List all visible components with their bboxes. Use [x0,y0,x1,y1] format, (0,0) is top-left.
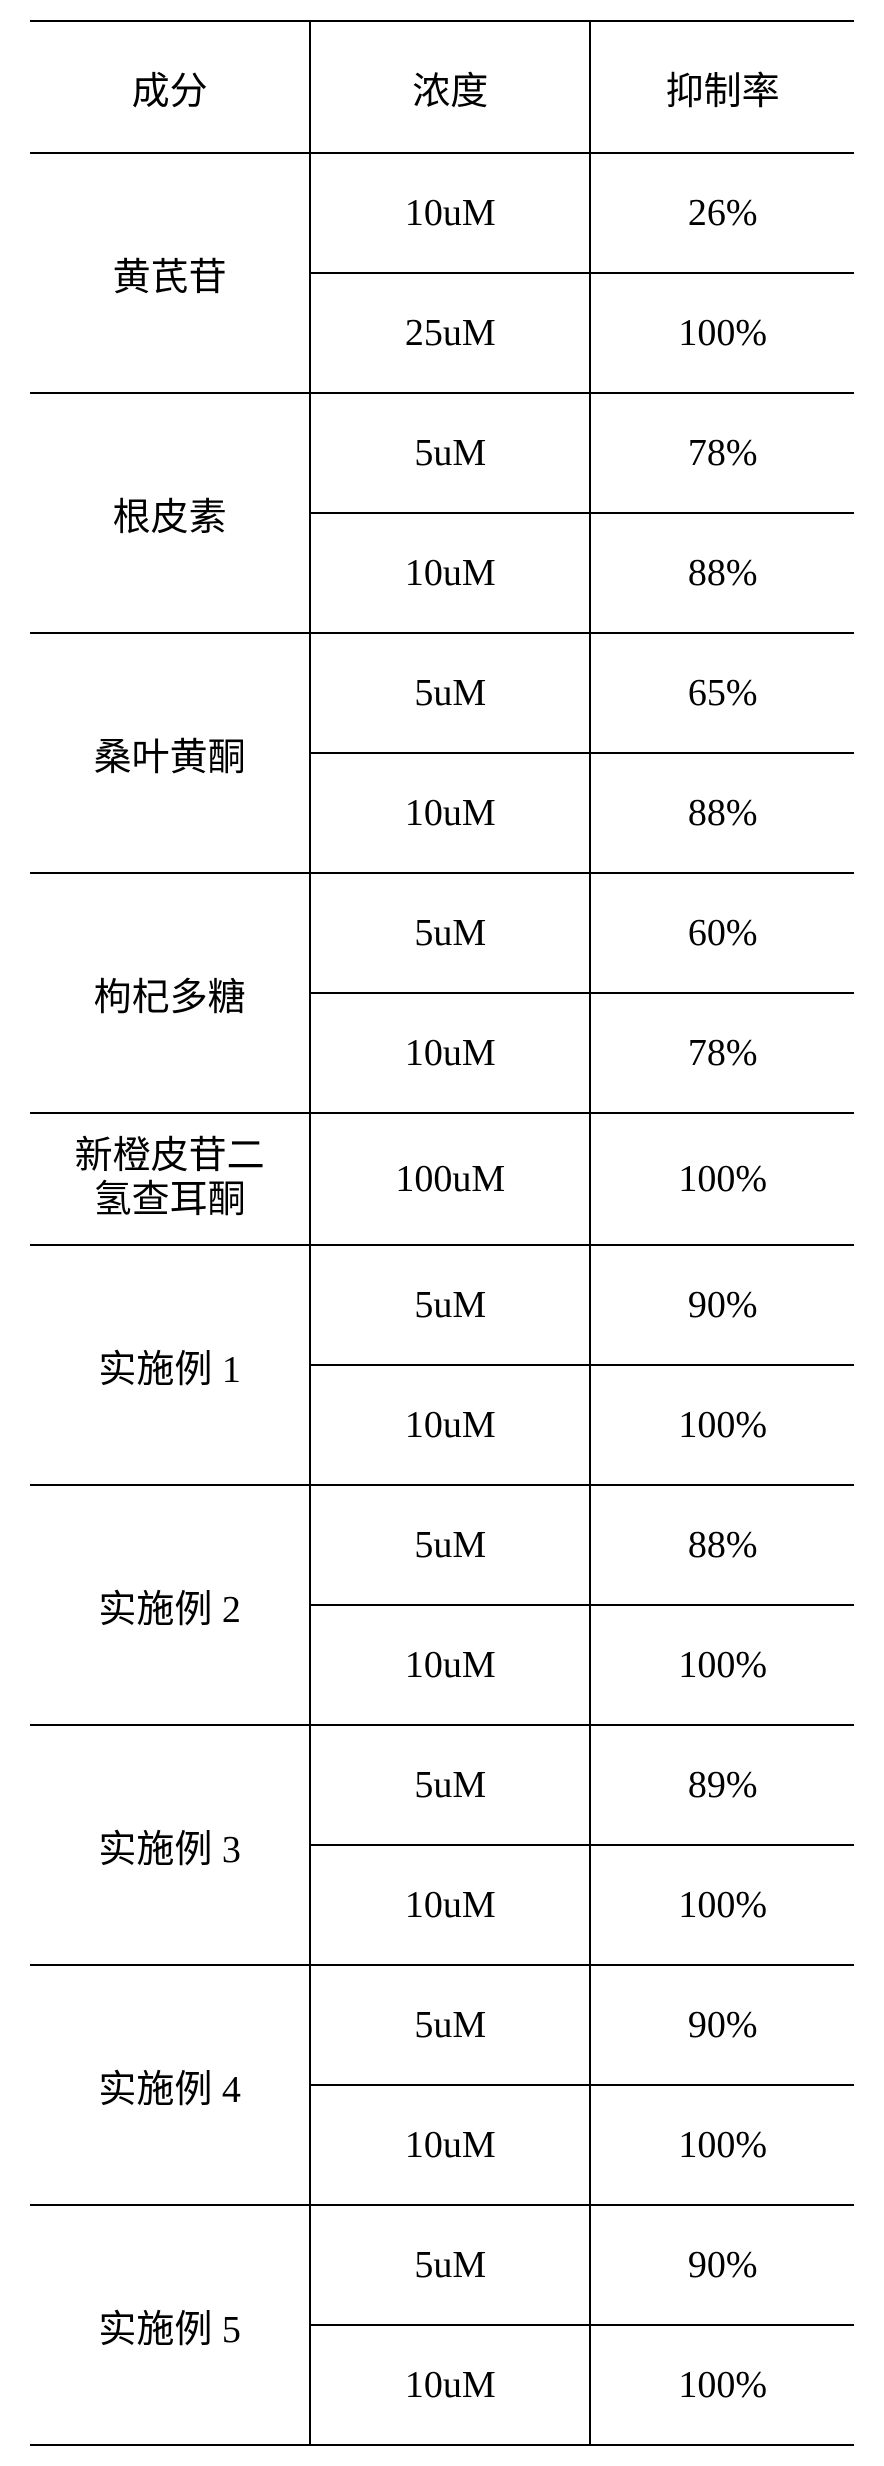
inhibition-rate-cell: 89% [590,1725,854,1845]
concentration-cell: 10uM [310,2085,590,2205]
concentration-cell: 10uM [310,1845,590,1965]
concentration-cell: 5uM [310,633,590,753]
inhibition-rate-cell: 26% [590,153,854,273]
table-row: 黄芪苷10uM26% [30,153,854,273]
concentration-cell: 5uM [310,1725,590,1845]
table-row: 实施例 45uM90% [30,1965,854,2085]
concentration-cell: 10uM [310,2325,590,2445]
component-name-cell: 根皮素 [30,393,310,633]
concentration-cell: 5uM [310,2205,590,2325]
concentration-cell: 5uM [310,1245,590,1365]
table-row: 实施例 55uM90% [30,2205,854,2325]
concentration-cell: 5uM [310,1965,590,2085]
concentration-cell: 10uM [310,1605,590,1725]
table-row: 枸杞多糖5uM60% [30,873,854,993]
inhibition-rate-cell: 100% [590,2085,854,2205]
inhibition-rate-cell: 60% [590,873,854,993]
concentration-cell: 5uM [310,393,590,513]
table-row: 根皮素5uM78% [30,393,854,513]
inhibition-rate-cell: 90% [590,1965,854,2085]
inhibition-rate-cell: 100% [590,1365,854,1485]
inhibition-rate-cell: 65% [590,633,854,753]
inhibition-rate-cell: 88% [590,1485,854,1605]
inhibition-rate-cell: 88% [590,513,854,633]
component-name-cell: 实施例 5 [30,2205,310,2445]
component-name-cell: 枸杞多糖 [30,873,310,1113]
concentration-cell: 10uM [310,993,590,1113]
component-name-cell: 实施例 4 [30,1965,310,2205]
concentration-cell: 10uM [310,753,590,873]
concentration-cell: 5uM [310,1485,590,1605]
concentration-cell: 10uM [310,1365,590,1485]
component-name-cell: 实施例 3 [30,1725,310,1965]
component-name-cell: 新橙皮苷二氢查耳酮 [30,1113,310,1245]
component-name-cell: 实施例 2 [30,1485,310,1725]
data-table: 成分 浓度 抑制率 黄芪苷10uM26%25uM100%根皮素5uM78%10u… [30,20,854,2446]
inhibition-rate-cell: 90% [590,1245,854,1365]
table-body: 黄芪苷10uM26%25uM100%根皮素5uM78%10uM88%桑叶黄酮5u… [30,153,854,2445]
inhibition-rate-cell: 100% [590,273,854,393]
col-header-component: 成分 [30,21,310,153]
inhibition-rate-cell: 100% [590,1113,854,1245]
concentration-cell: 5uM [310,873,590,993]
inhibition-rate-cell: 88% [590,753,854,873]
col-header-inhibition: 抑制率 [590,21,854,153]
table-row: 实施例 35uM89% [30,1725,854,1845]
inhibition-rate-cell: 78% [590,993,854,1113]
table-row: 桑叶黄酮5uM65% [30,633,854,753]
concentration-cell: 10uM [310,513,590,633]
component-name-cell: 桑叶黄酮 [30,633,310,873]
component-name-cell: 黄芪苷 [30,153,310,393]
concentration-cell: 100uM [310,1113,590,1245]
table-row: 新橙皮苷二氢查耳酮100uM100% [30,1113,854,1245]
table-row: 实施例 15uM90% [30,1245,854,1365]
table-header-row: 成分 浓度 抑制率 [30,21,854,153]
inhibition-rate-cell: 100% [590,2325,854,2445]
concentration-cell: 25uM [310,273,590,393]
inhibition-rate-cell: 100% [590,1845,854,1965]
col-header-concentration: 浓度 [310,21,590,153]
inhibition-rate-cell: 78% [590,393,854,513]
concentration-cell: 10uM [310,153,590,273]
inhibition-rate-cell: 90% [590,2205,854,2325]
table-row: 实施例 25uM88% [30,1485,854,1605]
inhibition-rate-cell: 100% [590,1605,854,1725]
component-name-cell: 实施例 1 [30,1245,310,1485]
table-container: 成分 浓度 抑制率 黄芪苷10uM26%25uM100%根皮素5uM78%10u… [0,0,884,2466]
